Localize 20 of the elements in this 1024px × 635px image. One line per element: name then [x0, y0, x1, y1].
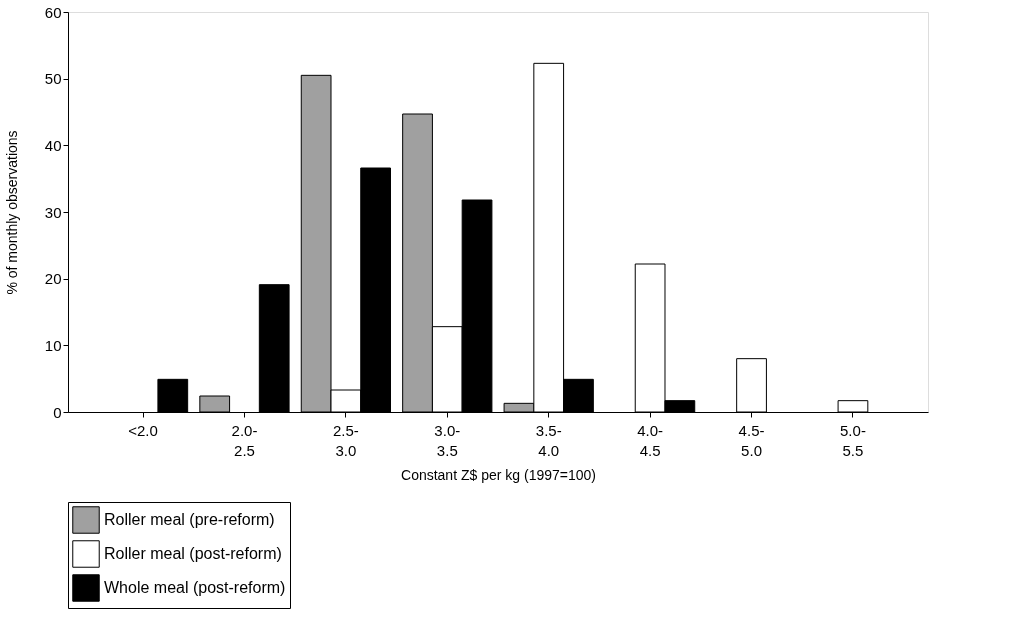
y-tick-label: 40 — [44, 136, 62, 154]
x-tick-label: 5.0-5.5 — [840, 421, 866, 459]
y-tick-label: 50 — [44, 70, 62, 88]
y-tick-label: 30 — [44, 203, 62, 221]
legend-label: Roller meal (post-reform) — [104, 545, 282, 562]
y-tick-label: 10 — [44, 336, 62, 354]
legend-label: Roller meal (pre-reform) — [104, 511, 275, 528]
x-tick-label: 4.5-5.0 — [738, 421, 765, 459]
x-tick-label: <2.0 — [128, 421, 158, 439]
y-tick-label: 20 — [44, 270, 62, 288]
y-axis-title: % of monthly observations — [3, 130, 20, 295]
legend-label: Whole meal (post-reform) — [104, 579, 286, 596]
x-tick-label: 3.5-4.0 — [535, 421, 562, 459]
y-tick-label: 0 — [53, 403, 62, 421]
x-tick-label: 4.0-4.5 — [637, 421, 664, 459]
y-tick-label: 60 — [44, 3, 62, 21]
x-tick-label: 3.0-3.5 — [434, 421, 461, 459]
x-axis-title: Constant Z$ per kg (1997=100) — [401, 466, 596, 483]
x-tick-label: 2.5-3.0 — [332, 421, 359, 459]
x-tick-label: 2.0-2.5 — [231, 421, 258, 459]
